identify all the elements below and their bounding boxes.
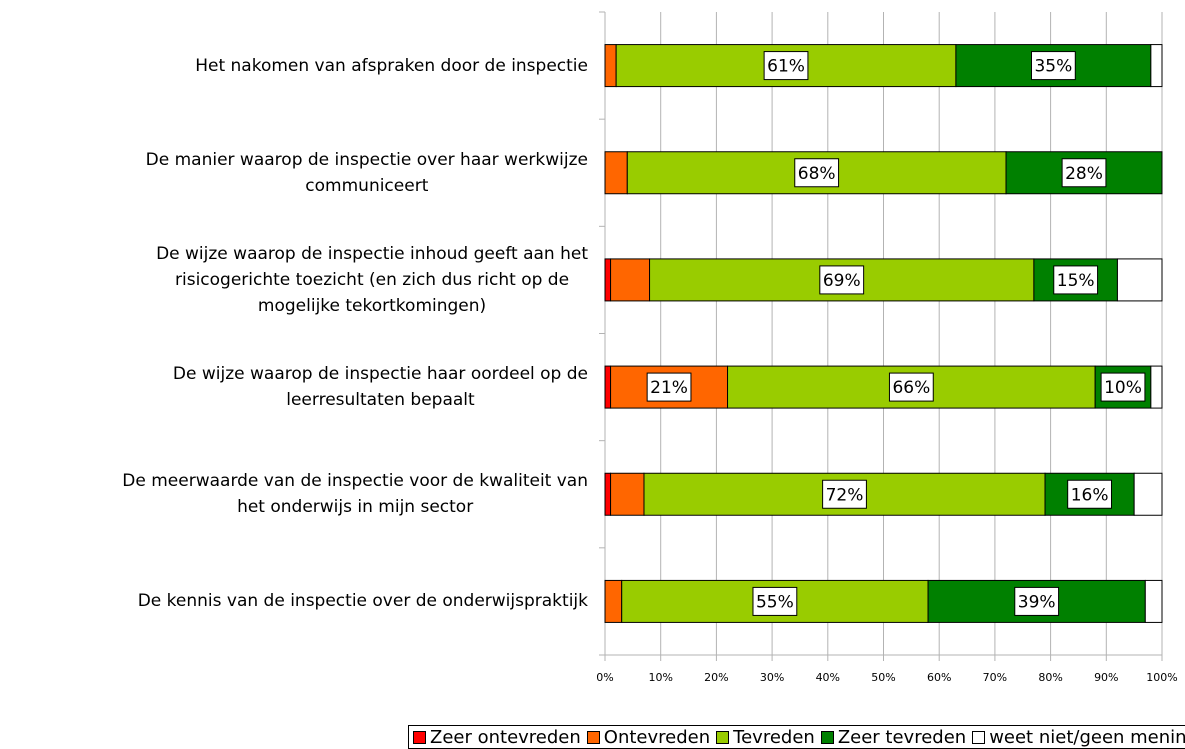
x-tick-label: 10% — [648, 671, 672, 684]
data-label-bg — [646, 372, 692, 402]
data-label-box: 35% — [1030, 51, 1076, 81]
x-tick-label: 50% — [871, 671, 895, 684]
data-label: 39% — [1018, 592, 1056, 612]
data-label-bg — [1067, 479, 1112, 509]
x-tick-label: 70% — [983, 671, 1007, 684]
data-label: 72% — [826, 485, 864, 505]
data-label: 15% — [1057, 271, 1095, 291]
data-label-box: 61% — [763, 51, 809, 81]
data-label-box: 69% — [819, 265, 865, 295]
data-label-bg — [1014, 586, 1060, 616]
legend-swatch — [972, 730, 986, 744]
data-label-bg — [822, 479, 867, 509]
bar-segment — [1116, 258, 1163, 302]
legend-label: Zeer tevreden — [837, 726, 967, 748]
data-label: 16% — [1071, 485, 1109, 505]
legend-swatch — [413, 730, 426, 744]
data-label-bg — [888, 372, 934, 402]
data-label: 61% — [767, 57, 805, 77]
data-label-bg — [1061, 158, 1107, 188]
category-label: De manier waarop de inspectie over haar … — [145, 149, 588, 196]
x-tick-label: 0% — [596, 671, 613, 684]
legend-item: Tevreden — [716, 727, 815, 748]
data-label-box: 55% — [752, 586, 798, 616]
legend-label: Zeer ontevreden — [430, 726, 581, 748]
x-tick-label: 30% — [760, 671, 784, 684]
bar-segment — [610, 258, 651, 302]
x-tick-label: 20% — [704, 671, 728, 684]
data-label: 69% — [823, 271, 861, 291]
data-label-box: 15% — [1053, 265, 1099, 295]
legend-swatch — [586, 730, 600, 744]
bar-segment — [1150, 365, 1163, 409]
bar-segment — [1144, 579, 1163, 623]
legend-swatch — [716, 730, 730, 744]
data-label-box: 72% — [822, 479, 867, 509]
data-label: 28% — [1065, 164, 1103, 184]
data-label: 10% — [1104, 378, 1142, 398]
x-tick-label: 80% — [1038, 671, 1062, 684]
legend-label: Tevreden — [733, 726, 815, 748]
data-label-box: 66% — [888, 372, 934, 402]
legend-item: Zeer ontevreden — [413, 727, 581, 748]
data-label-bg — [1100, 372, 1146, 402]
x-tick-label: 60% — [927, 671, 951, 684]
category-label: De wijze waarop de inspectie inhoud geef… — [156, 243, 588, 316]
bar-segment — [604, 258, 612, 302]
x-tick-label: 40% — [816, 671, 840, 684]
bar-segment — [604, 365, 612, 409]
bar-segment — [1150, 44, 1163, 88]
data-label-bg — [1053, 265, 1099, 295]
bar-segment — [604, 151, 628, 195]
data-label-bg — [794, 158, 840, 188]
category-label: De meerwaarde van de inspectie voor de k… — [122, 471, 588, 518]
legend-swatch — [820, 730, 834, 744]
data-label-bg — [752, 586, 798, 616]
data-label-box: 28% — [1061, 158, 1107, 188]
legend-label: Ontevreden — [603, 726, 711, 748]
category-label: De kennis van de inspectie over de onder… — [137, 591, 588, 612]
data-label-box: 39% — [1014, 586, 1060, 616]
bar-segment — [1133, 472, 1163, 516]
legend: Zeer ontevreden Ontevreden Tevreden Zeer te… — [408, 725, 1185, 749]
data-label-bg — [819, 265, 865, 295]
data-label-box: 68% — [794, 158, 840, 188]
data-label: 68% — [798, 164, 836, 184]
bar-segment — [604, 472, 612, 516]
data-label-bg — [1030, 51, 1076, 81]
category-label: De wijze waarop de inspectie haar oordee… — [172, 364, 588, 411]
bar-segment — [604, 44, 617, 88]
legend-label: weet niet/geen mening — [989, 726, 1185, 748]
x-tick-label: 100% — [1146, 671, 1177, 684]
bar-segment — [610, 472, 645, 516]
x-tick-label: 90% — [1094, 671, 1118, 684]
legend-item: Ontevreden — [586, 726, 711, 748]
data-label: 55% — [756, 592, 794, 612]
data-label-box: 16% — [1067, 479, 1112, 509]
data-label: 66% — [892, 378, 930, 398]
data-label: 35% — [1034, 57, 1072, 77]
data-label-box: 21% — [646, 372, 692, 402]
legend-item: weet niet/geen mening — [972, 727, 1185, 748]
category-label: Het nakomen van afspraken door de inspec… — [195, 55, 588, 76]
data-label-bg — [763, 51, 809, 81]
data-label-box: 10% — [1100, 372, 1146, 402]
data-label: 21% — [650, 378, 688, 398]
bar-segment — [604, 579, 623, 623]
legend-item: Zeer tevreden — [820, 726, 967, 748]
